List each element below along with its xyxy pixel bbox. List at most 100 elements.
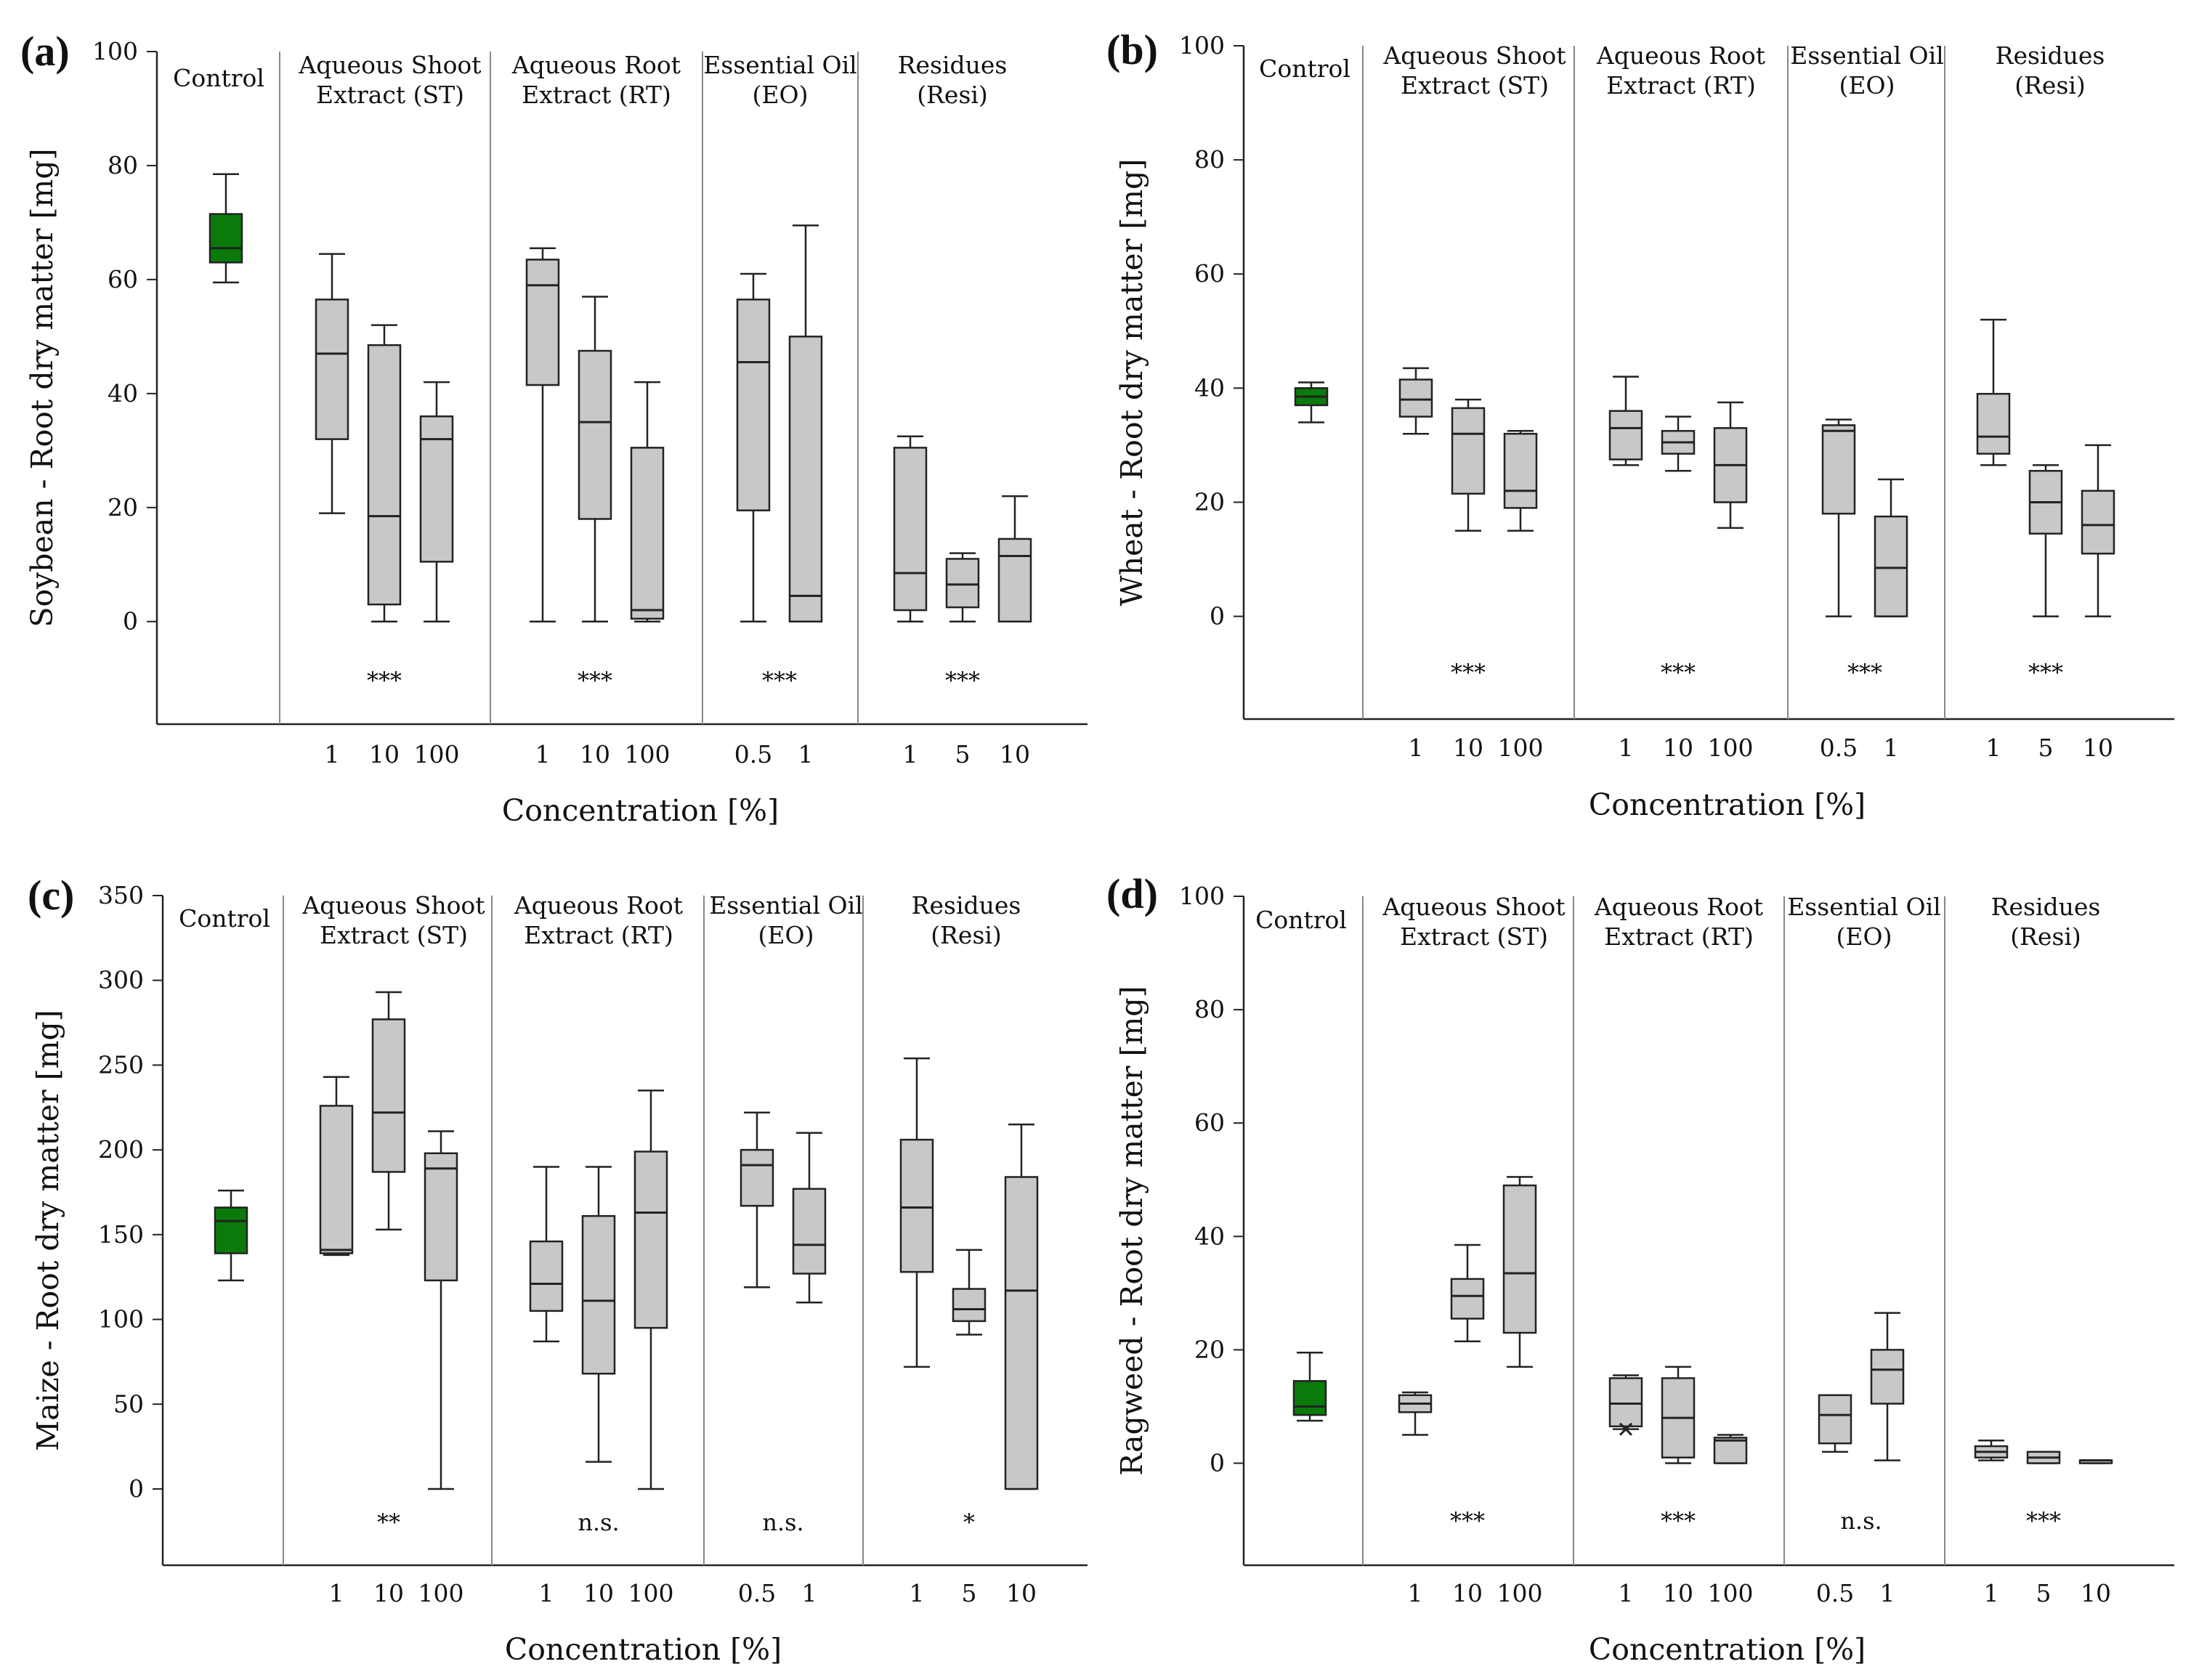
y-tick-label: 40	[1194, 373, 1225, 402]
group-3: Essential Oil(EO) *** 0.5 1	[1790, 41, 1943, 762]
y-tick-label: 100	[1179, 882, 1225, 910]
box-100: 100	[418, 1130, 464, 1607]
iqr-box	[1713, 1437, 1748, 1464]
x-tick-label: 1	[1409, 734, 1424, 762]
y-tick-label: 60	[1194, 1108, 1225, 1137]
x-tick-label: 1	[910, 1579, 925, 1607]
x-tick-label: 1	[1880, 1579, 1895, 1607]
x-tick-label: 10	[1000, 740, 1030, 768]
box-100: 100	[414, 381, 460, 768]
group-3: Essential Oil(EO) n.s. 0.5 1	[709, 891, 862, 1607]
x-tick-label: 10	[369, 740, 400, 768]
box-1: 1	[525, 247, 560, 768]
box-10: 10	[1661, 1365, 1696, 1607]
box-100: 100	[1497, 1176, 1543, 1607]
group-title-line: Extract (RT)	[1606, 71, 1756, 100]
x-tick-label: 1	[903, 740, 918, 768]
x-tick-label: 10	[1006, 1579, 1037, 1607]
group-title-line: (Resi)	[917, 81, 988, 109]
x-tick-label: 10	[583, 1579, 614, 1607]
x-tick-label: 100	[1708, 1579, 1754, 1607]
box-10: 10	[581, 1166, 616, 1607]
group-title-line: (EO)	[1836, 922, 1892, 951]
outlier-marker	[1619, 1422, 1633, 1436]
x-tick-label: 10	[1663, 734, 1693, 762]
iqr-box	[1451, 407, 1486, 495]
iqr-box	[208, 213, 243, 264]
iqr-box	[2081, 490, 2115, 555]
box-5: 5	[952, 1249, 987, 1607]
box-10: 10	[997, 495, 1032, 768]
iqr-box	[630, 447, 665, 620]
iqr-box	[893, 447, 928, 612]
iqr-box	[371, 1018, 406, 1173]
significance-label: **	[377, 1509, 400, 1536]
y-tick-label: 100	[92, 37, 138, 65]
box-1: 1	[529, 1166, 564, 1607]
iqr-box	[1608, 1377, 1643, 1428]
box-1: 1	[899, 1057, 934, 1607]
box-1: 1	[1870, 1312, 1905, 1607]
x-tick-label: 10	[2083, 734, 2113, 762]
x-tick-label: 0.5	[738, 1579, 776, 1607]
group-title-line: Extract (ST)	[320, 921, 468, 949]
group-4: Residues(Resi) *** 1 5 10	[1974, 893, 2113, 1607]
box-1: 1	[315, 253, 349, 768]
group-title-line: Residues	[912, 891, 1021, 920]
box-10: 10	[2081, 444, 2115, 762]
x-tick-label: 1	[539, 1579, 554, 1607]
iqr-box	[578, 349, 612, 520]
iqr-box	[1502, 1184, 1537, 1334]
group-title: Control	[179, 904, 270, 933]
group-title-line: Essential Oil	[1790, 41, 1943, 70]
iqr-box	[1398, 378, 1433, 418]
group-title: Control	[1259, 54, 1350, 83]
box-1: 1	[1398, 367, 1433, 762]
significance-label: ***	[578, 667, 612, 694]
panel-label: (c)	[28, 872, 74, 919]
panel-c: (c) 0 50 100 150 200 250 300 350 Maize - Root dry…	[28, 872, 1088, 1667]
group-title-line: Extract (ST)	[1401, 71, 1549, 100]
group-title-line: (Resi)	[2014, 71, 2086, 100]
significance-label: ***	[1661, 659, 1696, 686]
box-0.5: 0.5	[734, 272, 772, 768]
y-tick-label: 100	[98, 1305, 144, 1334]
significance-label: *	[963, 1509, 975, 1536]
box-10: 10	[371, 991, 406, 1607]
box-control	[214, 1189, 248, 1282]
iqr-box	[1976, 392, 2011, 455]
group-0: Control	[1259, 54, 1350, 423]
iqr-box	[1870, 1349, 1905, 1405]
box-1: 1	[1874, 478, 1908, 762]
group-title-line: Residues	[1996, 41, 2105, 70]
group-title-line: Aqueous Root	[1596, 41, 1765, 70]
iqr-box	[788, 336, 823, 622]
x-tick-label: 1	[1619, 1579, 1634, 1607]
y-tick-label: 20	[1194, 1335, 1225, 1363]
x-tick-label: 1	[325, 740, 340, 768]
group-3: Essential Oil(EO) n.s. 0.5 1	[1787, 893, 1940, 1607]
iqr-box	[529, 1240, 564, 1312]
box-100: 100	[1498, 430, 1544, 762]
x-tick-label: 5	[962, 1579, 977, 1607]
group-3: Essential Oil(EO) *** 0.5 1	[703, 51, 856, 768]
box-1: 1	[1976, 318, 2011, 762]
box-0.5: 0.5	[1816, 1394, 1854, 1607]
group-4: Residues(Resi) *** 1 5 10	[1976, 41, 2115, 762]
iqr-box	[736, 299, 771, 511]
iqr-box	[633, 1151, 668, 1329]
box-100: 100	[625, 381, 671, 768]
significance-label: ***	[1847, 659, 1882, 686]
iqr-box	[1292, 1380, 1327, 1416]
box-10: 10	[1004, 1123, 1039, 1607]
box-10: 10	[1451, 398, 1486, 762]
x-tick-label: 10	[1452, 1579, 1483, 1607]
x-tick-label: 1	[1984, 1579, 1999, 1607]
significance-label: ***	[2026, 1507, 2061, 1535]
x-tick-label: 1	[1619, 734, 1634, 762]
